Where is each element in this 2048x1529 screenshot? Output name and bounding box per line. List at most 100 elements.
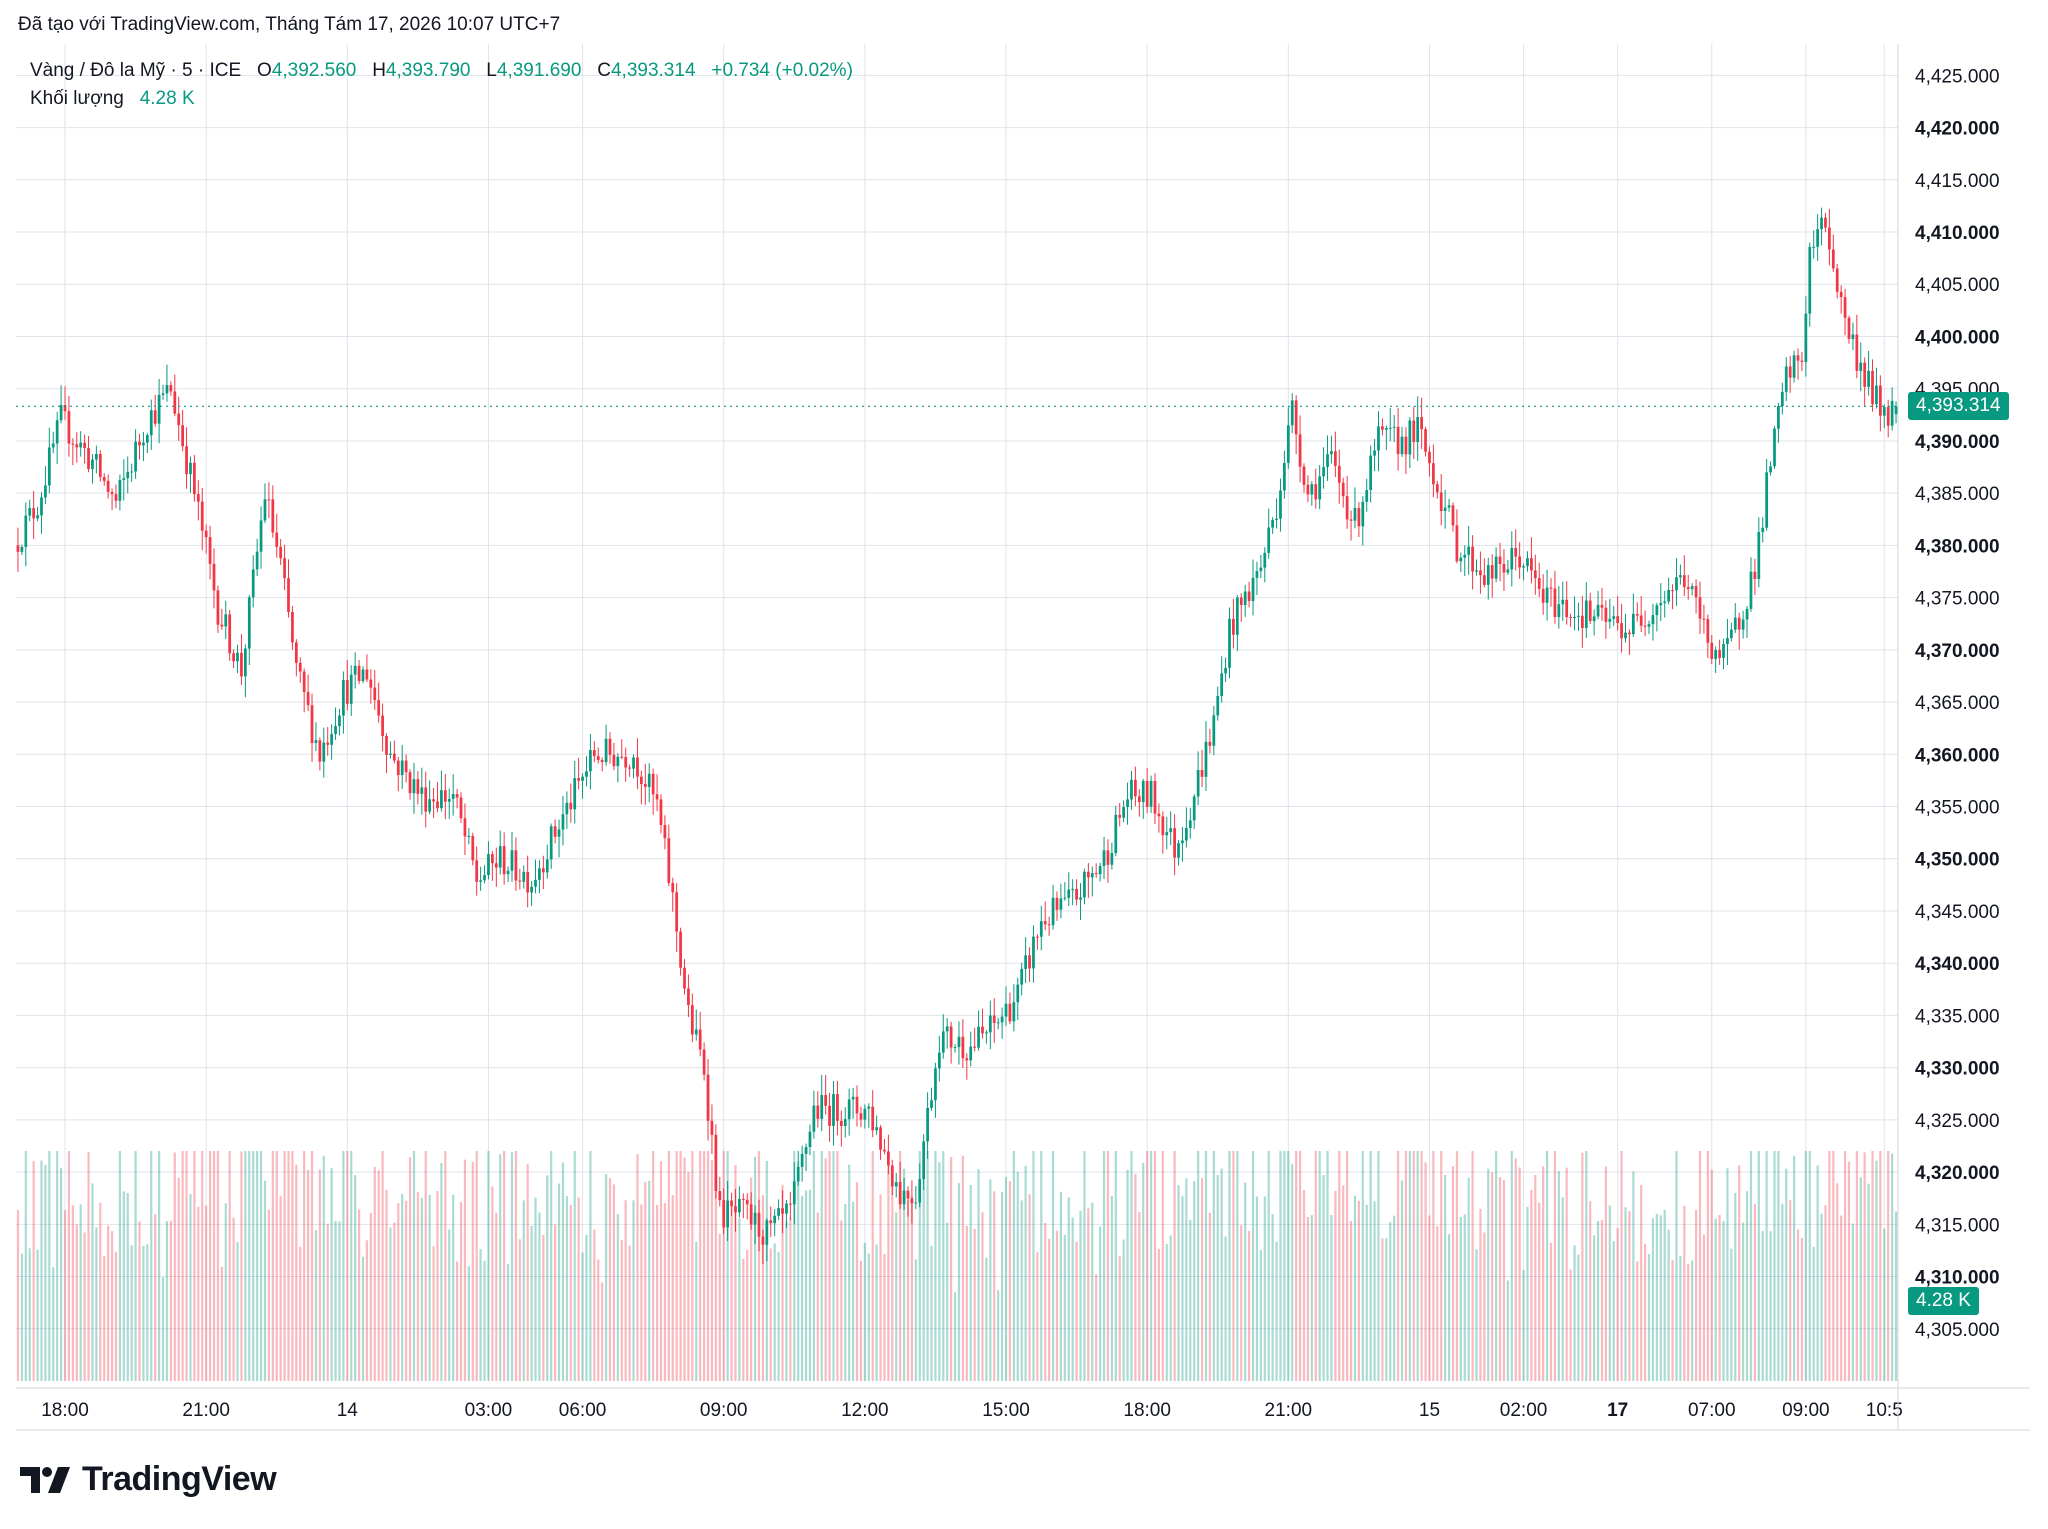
candle-body	[1439, 492, 1443, 512]
candle-body	[1255, 571, 1259, 578]
volume-bar	[1663, 1209, 1666, 1381]
candle-body	[377, 700, 381, 716]
candle-body	[1557, 604, 1561, 618]
volume-bar	[177, 1177, 180, 1381]
candle-body	[1569, 617, 1572, 619]
volume-bar	[742, 1258, 745, 1381]
volume-bar	[663, 1203, 666, 1381]
candle-body	[1349, 519, 1353, 521]
candle-body	[1777, 406, 1780, 429]
candle-body	[196, 494, 200, 502]
volume-bar	[722, 1151, 725, 1381]
candle-body	[1835, 268, 1839, 292]
volume-bar	[338, 1221, 341, 1381]
volume-bar	[1675, 1151, 1678, 1381]
volume-bar	[1220, 1168, 1223, 1381]
volume-bar	[624, 1200, 627, 1381]
volume-bar	[1420, 1151, 1423, 1381]
candle-body	[228, 614, 232, 654]
candle-body	[1271, 519, 1274, 528]
candle-body	[1506, 569, 1510, 573]
candle-body	[1141, 780, 1145, 803]
volume-bar	[1342, 1185, 1345, 1381]
volume-bar	[1714, 1218, 1717, 1381]
volume-bar	[1436, 1226, 1439, 1381]
candle-body	[126, 471, 130, 479]
candle-body	[1220, 673, 1224, 696]
volume-bar	[424, 1151, 427, 1381]
candle-body	[996, 1022, 1000, 1024]
x-tick-label: 12:00	[841, 1400, 889, 1421]
volume-bar	[808, 1189, 812, 1381]
volume-bar	[1687, 1263, 1690, 1381]
candle-body	[1165, 832, 1169, 836]
volume-bar	[1698, 1151, 1702, 1381]
candle-body	[91, 459, 94, 470]
volume-bar	[1495, 1151, 1498, 1381]
volume-bar	[20, 1253, 23, 1381]
candle-body	[1655, 605, 1659, 616]
candle-body	[1463, 554, 1467, 558]
volume-bar	[28, 1248, 31, 1381]
volume-bar	[1804, 1151, 1807, 1381]
volume-bar	[236, 1241, 239, 1381]
candle-body	[765, 1220, 769, 1245]
candle-body	[949, 1026, 953, 1048]
volume-bar	[491, 1186, 494, 1381]
candle-body	[1663, 601, 1667, 603]
candle-body	[906, 1190, 910, 1199]
volume-bar	[416, 1192, 419, 1381]
volume-bar	[475, 1151, 478, 1381]
candle-body	[275, 532, 279, 547]
volume-bar	[1773, 1151, 1776, 1381]
candle-body	[1051, 897, 1055, 926]
candle-body	[1510, 548, 1514, 570]
open-label: O	[257, 60, 272, 81]
volume-bar	[1640, 1184, 1643, 1381]
volume-bar	[1459, 1216, 1462, 1381]
volume-bar	[1314, 1151, 1317, 1381]
close-label: C	[597, 60, 611, 81]
candle-body	[859, 1113, 863, 1120]
candle-body	[1780, 391, 1784, 407]
candle-body	[624, 757, 628, 768]
symbol-label[interactable]: Vàng / Đô la Mỹ · 5 · ICE	[30, 60, 242, 81]
candle-body	[1310, 484, 1314, 495]
volume-bar	[671, 1195, 674, 1381]
volume-bar	[365, 1240, 369, 1381]
volume-bar	[1051, 1151, 1055, 1381]
volume-bar	[836, 1151, 839, 1381]
candle-body	[824, 1095, 828, 1106]
candle-body	[1467, 546, 1471, 555]
candle-body	[1486, 565, 1490, 585]
candle-body	[1878, 385, 1882, 416]
candle-body	[502, 846, 506, 875]
candle-body	[910, 1198, 914, 1204]
candle-body	[710, 1120, 714, 1135]
candle-body	[1592, 616, 1596, 622]
volume-bar	[785, 1221, 788, 1381]
volume-label[interactable]: Khối lượng	[30, 88, 124, 109]
volume-bar	[71, 1205, 74, 1381]
volume-bar	[1259, 1250, 1262, 1381]
candle-body	[1694, 586, 1698, 598]
candle-body	[1788, 366, 1792, 378]
candle-body	[788, 1203, 792, 1205]
volume-bar	[158, 1151, 161, 1381]
y-tick-label: 4,380.000	[1915, 536, 2000, 557]
candle-body	[506, 870, 510, 875]
volume-bar	[1545, 1151, 1549, 1381]
volume-bar	[1577, 1254, 1580, 1381]
volume-bar	[1487, 1168, 1490, 1381]
volume-bar	[1561, 1197, 1564, 1381]
candle-body	[1177, 843, 1180, 858]
volume-bar	[1875, 1160, 1878, 1381]
volume-bar	[1534, 1175, 1537, 1381]
volume-bar	[683, 1157, 686, 1381]
candle-body	[75, 444, 79, 448]
volume-bar	[330, 1168, 333, 1381]
volume-bar	[1048, 1238, 1051, 1381]
candle-body	[138, 441, 141, 446]
tradingview-brand[interactable]: TradingView	[20, 1460, 277, 1499]
